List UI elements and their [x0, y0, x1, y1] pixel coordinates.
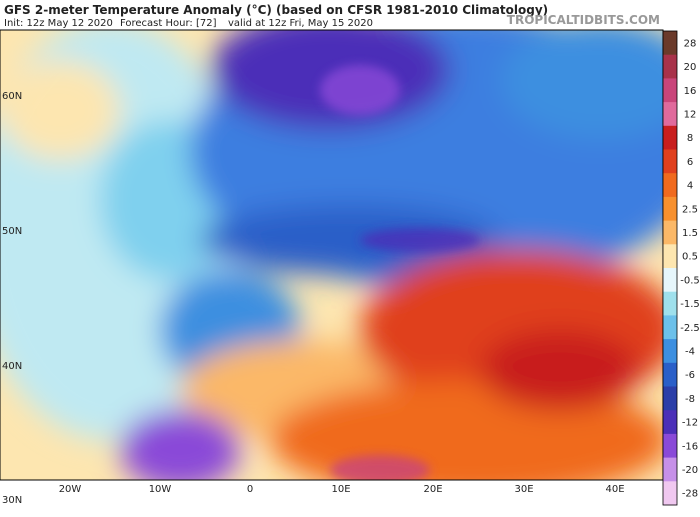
lon-label: 0 [247, 484, 253, 495]
colorbar-swatch [663, 220, 677, 245]
colorbar-swatch [663, 149, 677, 174]
lat-label: 40N [2, 361, 22, 372]
colorbar-label: -16 [682, 441, 698, 452]
lat-label: 30N [2, 495, 22, 506]
colorbar-label: 8 [687, 133, 693, 144]
colorbar-label: -1.5 [680, 299, 700, 310]
title: GFS 2-meter Temperature Anomaly (°C) (ba… [4, 3, 548, 17]
lon-label: 20W [59, 484, 82, 495]
lon-label: 40E [605, 484, 624, 495]
colorbar-swatch [663, 457, 677, 482]
forecast-hour: Forecast Hour: [72] [120, 18, 217, 29]
colorbar-label: 20 [684, 62, 697, 73]
colorbar-swatch [663, 481, 677, 506]
colorbar-label: 6 [687, 157, 693, 168]
lon-label: 30E [514, 484, 533, 495]
colorbar-swatch [663, 291, 677, 316]
colorbar-label: 1.5 [682, 228, 698, 239]
colorbar-label: 0.5 [682, 252, 698, 263]
colorbar-swatch [663, 410, 677, 435]
colorbar-label: -0.5 [680, 275, 700, 286]
colorbar-swatch [663, 315, 677, 340]
lon-label: 10W [149, 484, 172, 495]
colorbar-swatch [663, 196, 677, 222]
init: Init: 12z May 12 2020 [4, 18, 113, 29]
colorbar-label: -20 [682, 465, 698, 476]
colorbar-label: -28 [682, 489, 698, 500]
colorbar-swatch [663, 362, 677, 387]
valid-time: valid at 12z Fri, May 15 2020 [228, 18, 373, 29]
colorbar-swatch [663, 78, 677, 103]
colorbar-swatch [663, 244, 677, 269]
colorbar-swatch [663, 433, 677, 459]
colorbar-label: -12 [682, 418, 698, 429]
lat-label: 50N [2, 226, 22, 237]
colorbar-label: 2.5 [682, 204, 698, 215]
colorbar-label: -8 [685, 394, 695, 405]
colorbar-label: 4 [687, 181, 693, 192]
colorbar-label: 16 [684, 86, 697, 97]
colorbar-swatch [663, 386, 677, 411]
colorbar-swatch [663, 339, 677, 364]
lon-label: 10E [331, 484, 350, 495]
colorbar-swatch [663, 125, 677, 150]
colorbar-label: -4 [685, 346, 695, 357]
colorbar-label: -6 [685, 370, 695, 381]
map-field [0, 30, 663, 480]
colorbar-label: 12 [684, 109, 697, 120]
colorbar-label: 28 [684, 38, 697, 49]
colorbar-frame [662, 30, 678, 506]
colorbar-swatch [663, 268, 677, 293]
colorbar-swatch [663, 31, 677, 56]
colorbar-swatch [663, 54, 677, 79]
colorbar-swatch [663, 102, 677, 127]
lon-label: 20E [423, 484, 442, 495]
colorbar-label: -2.5 [680, 323, 700, 334]
lat-label: 60N [2, 91, 22, 102]
colorbar-swatch [663, 173, 677, 198]
brand: TROPICALTIDBITS.COM [507, 13, 660, 27]
